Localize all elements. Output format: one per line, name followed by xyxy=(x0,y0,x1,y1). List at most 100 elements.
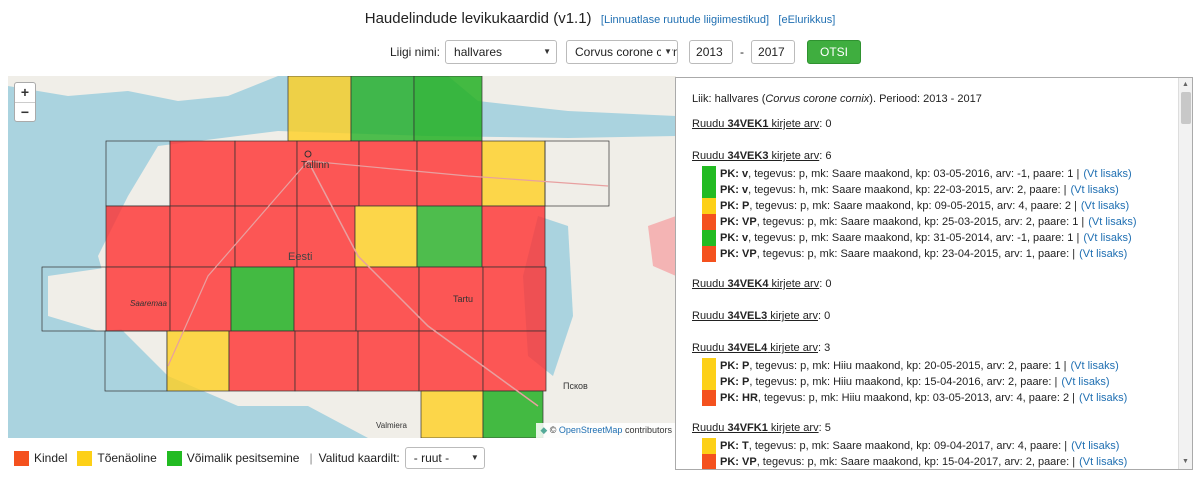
cell-count: : 6 xyxy=(819,150,832,162)
border-area xyxy=(648,216,676,276)
label-eesti: Eesti xyxy=(288,251,312,263)
scroll-up-icon[interactable]: ▲ xyxy=(1182,81,1189,88)
cell-count: : 0 xyxy=(819,118,832,130)
record-row: PK: VP, tegevus: p, mk: Saare maakond, k… xyxy=(702,214,1137,230)
status-swatch xyxy=(702,230,716,246)
cell-code: 34VEK3 xyxy=(727,150,769,162)
species-estonian-value: hallvares xyxy=(454,45,503,59)
label-pskov: Псков xyxy=(563,381,588,391)
chevron-down-icon: ▼ xyxy=(470,453,479,462)
page-title: Haudelindude levikukaardid (v1.1) xyxy=(364,10,592,27)
scroll-down-icon[interactable]: ▼ xyxy=(1182,458,1189,465)
label-valmiera: Valmiera xyxy=(376,421,408,430)
page-header: Haudelindude levikukaardid (v1.1) [Linnu… xyxy=(0,10,1200,27)
more-info-link[interactable]: (Vt lisaks) xyxy=(1079,456,1128,468)
scrollbar[interactable]: ▲ ▼ xyxy=(1178,78,1192,469)
cell-header[interactable]: Ruudu 34VEK4 kirjete arv: 0 xyxy=(692,278,832,290)
record-row: PK: VP, tegevus: p, mk: Saare maakond, k… xyxy=(702,246,1127,262)
record-row: PK: P, tegevus: p, mk: Saare maakond, kp… xyxy=(702,198,1129,214)
cell-count: : 5 xyxy=(818,422,831,434)
selected-cell-select[interactable]: - ruut - ▼ xyxy=(404,447,485,469)
record-row: PK: v, tegevus: h, mk: Saare maakond, kp… xyxy=(702,182,1119,198)
cell-code: 34VFK1 xyxy=(727,422,768,434)
cell-header[interactable]: Ruudu 34VEK1 kirjete arv: 0 xyxy=(692,118,832,130)
status-swatch xyxy=(702,438,716,454)
leaflet-icon: ◆ xyxy=(540,425,548,435)
legend-swatch-kindel xyxy=(14,450,29,466)
zoom-in-button[interactable]: + xyxy=(20,84,30,100)
more-info-link[interactable]: (Vt lisaks) xyxy=(1070,360,1119,372)
cell-code: 34VEL3 xyxy=(727,310,768,322)
status-swatch xyxy=(702,182,716,198)
cell-count: : 0 xyxy=(819,278,832,290)
chevron-down-icon: ▼ xyxy=(661,41,673,63)
record-row: PK: v, tegevus: p, mk: Saare maakond, kp… xyxy=(702,230,1132,246)
label-tallinn: Tallinn xyxy=(301,160,329,171)
year-to-input[interactable]: 2017 xyxy=(751,40,796,64)
search-button[interactable]: OTSI xyxy=(807,40,862,64)
species-label: Liigi nimi: xyxy=(390,45,441,59)
northern-coast xyxy=(448,76,676,116)
search-bar: Liigi nimi: hallvares ▼ Corvus corone co… xyxy=(390,40,862,64)
record-row: PK: HR, tegevus: p, mk: Hiiu maakond, kp… xyxy=(702,390,1127,406)
cell-code: 34VEK4 xyxy=(727,278,769,290)
status-swatch xyxy=(702,390,716,406)
species-summary: Liik: hallvares (Corvus corone cornix). … xyxy=(692,93,982,105)
legend: Kindel Tõenäoline Võimalik pesitsemine |… xyxy=(14,446,485,470)
cell-count: : 3 xyxy=(817,342,831,354)
more-info-link[interactable]: (Vt lisaks) xyxy=(1088,216,1137,228)
cell-header[interactable]: Ruudu 34VEK3 kirjete arv: 6 xyxy=(692,150,832,162)
cell-code: 34VEK1 xyxy=(727,118,769,130)
zoom-control: + − xyxy=(14,82,36,122)
status-swatch xyxy=(702,198,716,214)
more-info-link[interactable]: (Vt lisaks) xyxy=(1083,168,1132,180)
species-latin-value: Corvus corone cornix xyxy=(575,45,679,59)
record-row: PK: P, tegevus: p, mk: Hiiu maakond, kp:… xyxy=(702,358,1119,374)
map-attribution: ◆ © OpenStreetMap contributors xyxy=(536,423,676,438)
status-swatch xyxy=(702,214,716,230)
label-saaremaa: Saaremaa xyxy=(130,299,167,308)
cell-count: : 0 xyxy=(817,310,831,322)
year-from-input[interactable]: 2013 xyxy=(689,40,734,64)
more-info-link[interactable]: (Vt lisaks) xyxy=(1079,392,1128,404)
more-info-link[interactable]: (Vt lisaks) xyxy=(1070,184,1119,196)
cell-header[interactable]: Ruudu 34VFK1 kirjete arv: 5 xyxy=(692,422,831,434)
more-info-link[interactable]: (Vt lisaks) xyxy=(1080,200,1130,212)
record-row: PK: v, tegevus: p, mk: Saare maakond, kp… xyxy=(702,166,1132,182)
status-swatch xyxy=(702,166,716,182)
finland-coast xyxy=(8,76,278,101)
record-row: PK: P, tegevus: p, mk: Hiiu maakond, kp:… xyxy=(702,374,1110,390)
record-row: PK: T, tegevus: p, mk: Saare maakond, kp… xyxy=(702,438,1119,454)
legend-swatch-voimalik xyxy=(166,450,182,466)
legend-separator: | xyxy=(309,451,313,465)
year-dash: - xyxy=(740,45,745,59)
legend-voimalik: Võimalik pesitsemine xyxy=(166,450,299,466)
selected-cell-value: - ruut - xyxy=(413,451,450,465)
more-info-link[interactable]: (Vt lisaks) xyxy=(1079,248,1128,260)
status-swatch xyxy=(702,374,716,390)
map-canvas: Tallinn Eesti Saaremaa Tartu Псков Valmi… xyxy=(8,76,676,438)
scroll-thumb[interactable] xyxy=(1181,92,1191,124)
details-panel: Liik: hallvares (Corvus corone cornix). … xyxy=(675,77,1193,470)
legend-toenaoline: Tõenäoline xyxy=(77,450,157,466)
map[interactable]: Tallinn Eesti Saaremaa Tartu Псков Valmi… xyxy=(8,76,676,438)
chevron-down-icon: ▼ xyxy=(543,47,552,56)
more-info-link[interactable]: (Vt lisaks) xyxy=(1083,232,1132,244)
status-swatch xyxy=(702,454,716,469)
legend-swatch-toenaoline xyxy=(77,450,93,466)
status-swatch xyxy=(702,246,716,262)
eelurikkus-link[interactable]: [eElurikkus] xyxy=(778,14,836,26)
cell-header[interactable]: Ruudu 34VEL3 kirjete arv: 0 xyxy=(692,310,831,322)
more-info-link[interactable]: (Vt lisaks) xyxy=(1071,440,1120,452)
legend-kindel: Kindel xyxy=(14,450,67,466)
openstreetmap-link[interactable]: OpenStreetMap xyxy=(558,425,623,435)
selected-label: Valitud kaardilt: xyxy=(318,451,400,465)
species-estonian-select[interactable]: hallvares ▼ xyxy=(445,40,558,64)
cell-header[interactable]: Ruudu 34VEL4 kirjete arv: 3 xyxy=(692,342,831,354)
zoom-out-button[interactable]: − xyxy=(15,102,35,121)
label-tartu: Tartu xyxy=(453,294,473,304)
record-row: PK: VP, tegevus: p, mk: Saare maakond, k… xyxy=(702,454,1128,469)
more-info-link[interactable]: (Vt lisaks) xyxy=(1061,376,1110,388)
atlas-link[interactable]: [Linnuatlase ruutude liigiimestikud] xyxy=(600,14,770,26)
species-latin-select[interactable]: Corvus corone cornix ▼ xyxy=(566,40,679,64)
